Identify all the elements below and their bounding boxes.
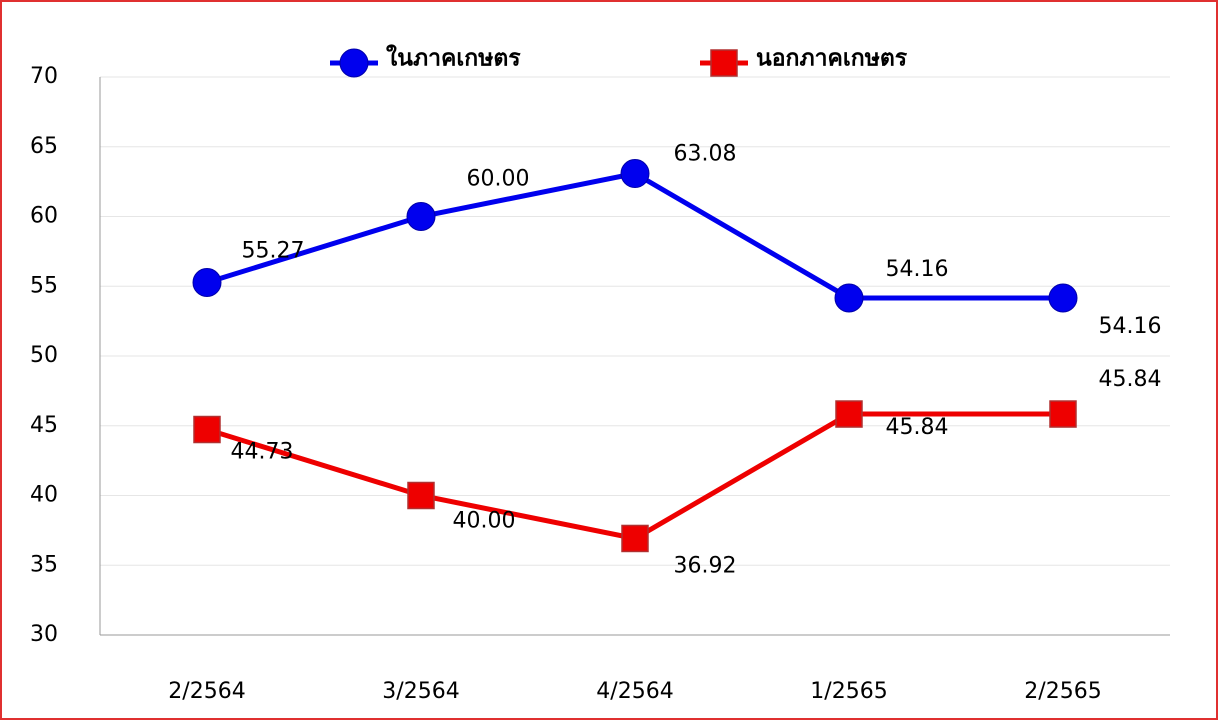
data-point xyxy=(406,202,436,231)
data-point xyxy=(1048,283,1078,313)
x-tick-label: 4/2564 xyxy=(596,679,673,704)
x-tick-label: 1/2565 xyxy=(810,679,887,704)
y-tick-label: 45 xyxy=(30,413,58,438)
y-tick-label: 60 xyxy=(30,204,58,229)
y-tick-label: 35 xyxy=(30,552,58,577)
y-tick-label: 55 xyxy=(30,273,58,298)
y-tick-label: 40 xyxy=(30,483,58,508)
data-label: 63.08 xyxy=(674,142,737,167)
y-tick-label: 30 xyxy=(30,622,58,647)
data-point xyxy=(620,159,650,189)
data-point xyxy=(193,415,221,444)
legend-text: นอกภาคเกษตร xyxy=(756,46,908,72)
legend-marker xyxy=(710,49,738,77)
x-tick-label: 3/2564 xyxy=(382,679,459,704)
data-label: 45.84 xyxy=(886,415,949,440)
data-point xyxy=(1049,400,1077,428)
data-label: 44.73 xyxy=(231,440,294,465)
x-tick-label: 2/2565 xyxy=(1024,679,1101,704)
data-label: 36.92 xyxy=(674,553,737,578)
data-label: 45.84 xyxy=(1099,367,1162,392)
legend-text: ในภาคเกษตร xyxy=(386,44,521,72)
y-tick-label: 65 xyxy=(30,134,58,159)
y-tick-label: 70 xyxy=(30,64,58,89)
x-tick-label: 2/2564 xyxy=(168,679,245,704)
data-point xyxy=(407,481,435,510)
data-label: 54.16 xyxy=(886,257,949,282)
data-label: 60.00 xyxy=(467,167,530,192)
y-tick-label: 50 xyxy=(30,343,58,368)
data-point xyxy=(621,524,649,553)
data-point xyxy=(834,283,864,313)
legend-marker xyxy=(339,48,369,78)
data-point xyxy=(835,400,863,428)
data-label: 54.16 xyxy=(1099,314,1162,339)
data-label: 40.00 xyxy=(453,509,516,534)
data-label: 55.27 xyxy=(242,238,305,263)
data-point xyxy=(192,267,222,297)
